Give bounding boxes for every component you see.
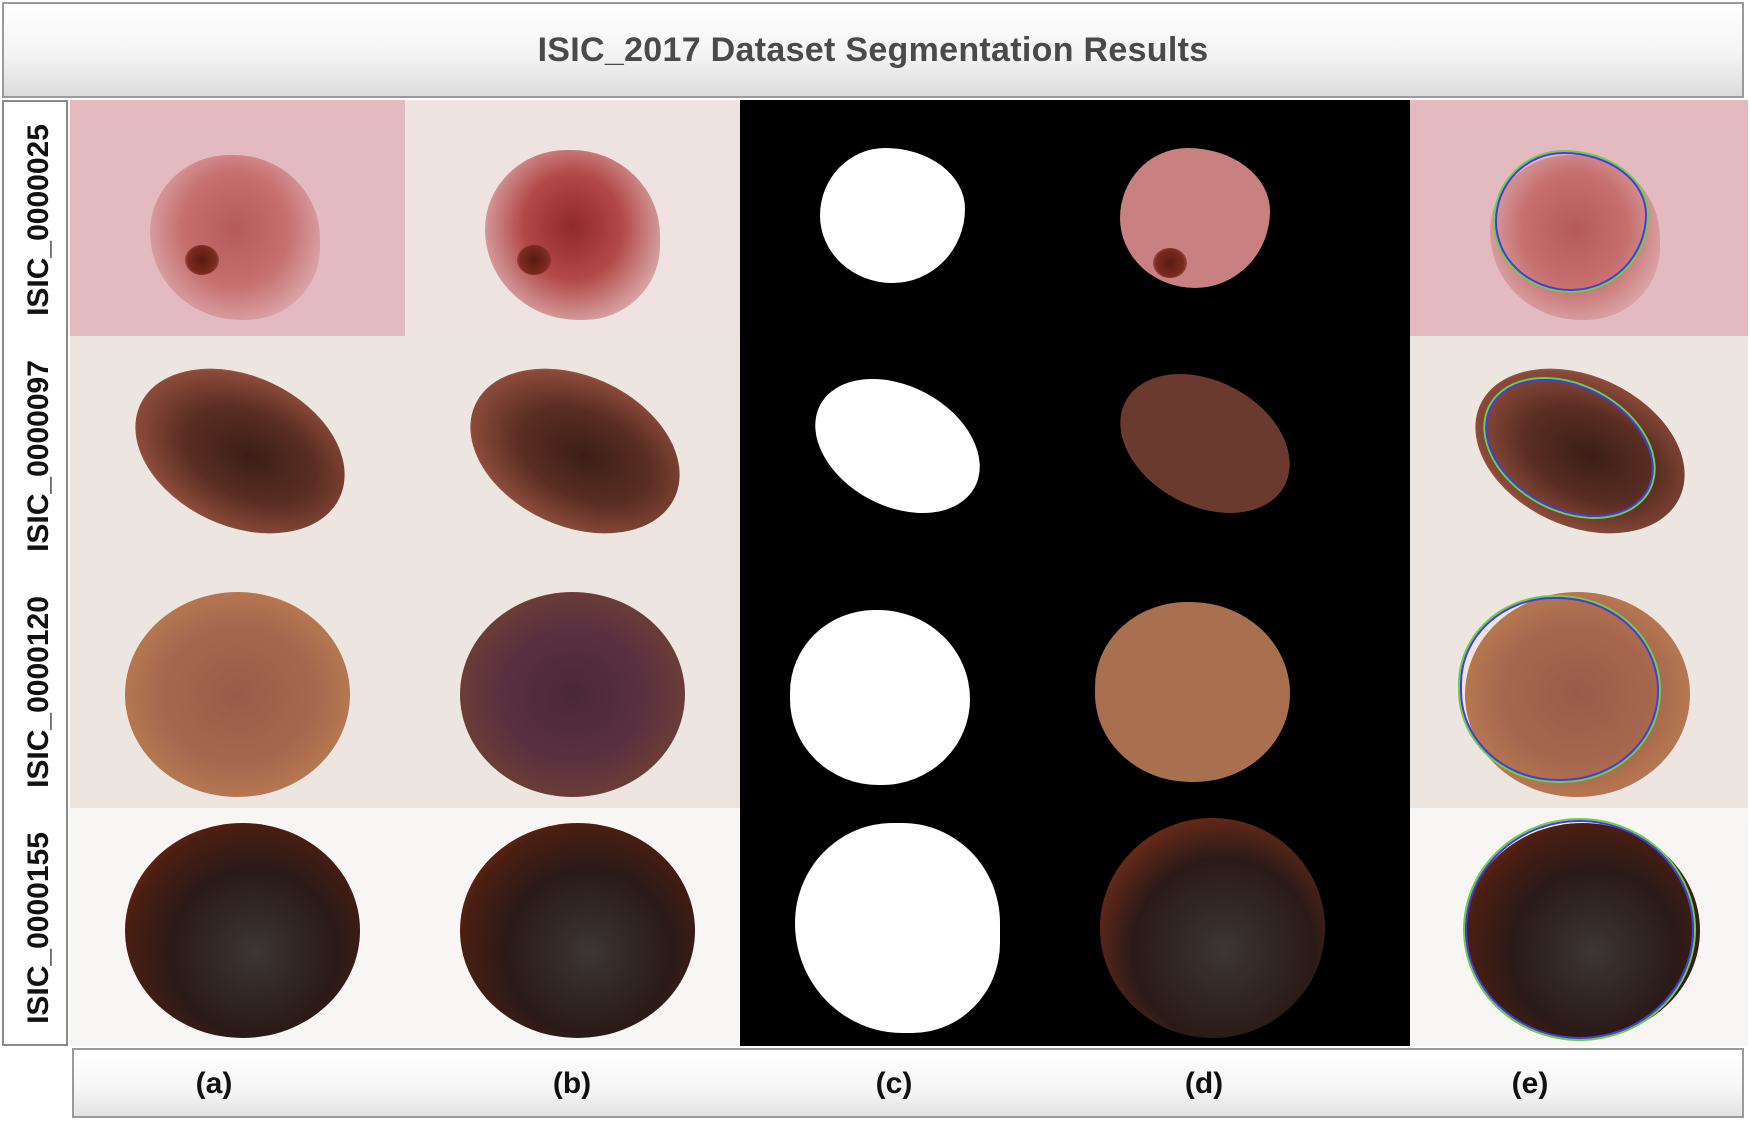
- row3-contour-overlay: [1410, 572, 1748, 808]
- row2-segmentation-mask: [740, 336, 1075, 572]
- row3-original-image: [70, 572, 405, 808]
- row-label-1: ISIC_0000025: [22, 124, 55, 316]
- caption-bar: (a) (b) (c) (d) (e): [72, 1048, 1744, 1118]
- row3-segmented-lesion: [1075, 572, 1410, 808]
- row1-segmented-lesion: [1075, 100, 1410, 336]
- row2-segmented-lesion: [1075, 336, 1410, 572]
- row-label-column: ISIC_0000025 ISIC_0000097 ISIC_0000120 I…: [2, 100, 68, 1046]
- title-bar: ISIC_2017 Dataset Segmentation Results: [2, 2, 1744, 98]
- image-grid: [70, 100, 1748, 1046]
- row1-contour-overlay: [1410, 100, 1748, 336]
- row4-segmented-lesion: [1075, 808, 1410, 1046]
- row-label-4: ISIC_0000155: [22, 832, 55, 1024]
- caption-e: (e): [1511, 1067, 1549, 1100]
- row2-original-image: [70, 336, 405, 572]
- row1-enhanced-image: [405, 100, 740, 336]
- row3-segmentation-mask: [740, 572, 1075, 808]
- row-label-3: ISIC_0000120: [22, 596, 55, 788]
- row4-enhanced-image: [405, 808, 740, 1046]
- caption-b: (b): [552, 1067, 592, 1100]
- figure-title: ISIC_2017 Dataset Segmentation Results: [537, 30, 1209, 69]
- row2-enhanced-image: [405, 336, 740, 572]
- row1-segmentation-mask: [740, 100, 1075, 336]
- row4-contour-overlay: [1410, 808, 1748, 1046]
- caption-c: (c): [875, 1067, 913, 1100]
- caption-a: (a): [195, 1067, 233, 1100]
- row-label-2: ISIC_0000097: [22, 360, 55, 552]
- row1-original-image: [70, 100, 405, 336]
- caption-d: (d): [1184, 1067, 1224, 1100]
- row4-original-image: [70, 808, 405, 1046]
- row3-enhanced-image: [405, 572, 740, 808]
- row2-contour-overlay: [1410, 336, 1748, 572]
- row4-segmentation-mask: [740, 808, 1075, 1046]
